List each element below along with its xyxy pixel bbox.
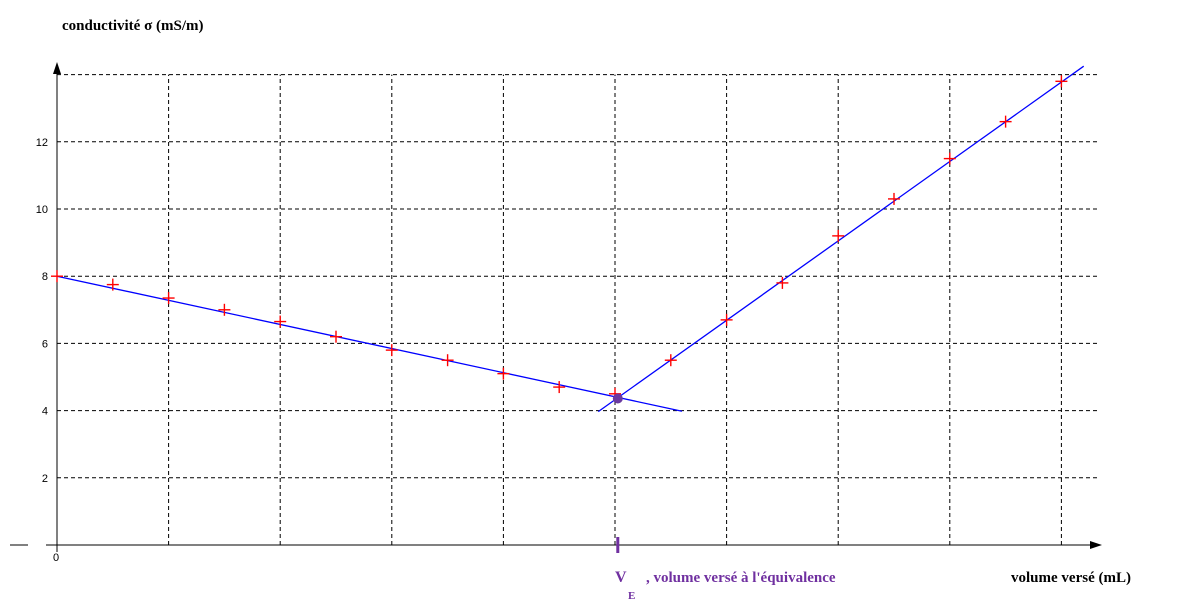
equivalence-e-subscript: E [628, 590, 635, 602]
y-axis-label: conductivité σ (mS/m) [62, 18, 203, 34]
y-tick-label: 12 [36, 137, 48, 149]
data-point [720, 313, 733, 326]
y-tick-label: 6 [42, 338, 48, 350]
equivalence-marker [612, 393, 623, 553]
equivalence-point [612, 393, 623, 404]
x-axis-origin-label: 0 [53, 552, 59, 564]
equivalence-caption: , volume versé à l'équivalence [646, 570, 836, 586]
y-tick-label: 10 [36, 204, 48, 216]
axes [10, 62, 1102, 552]
data-point [106, 278, 119, 291]
data-point [553, 381, 566, 394]
data-point [999, 115, 1012, 128]
data-point [274, 315, 287, 328]
fit-line [56, 275, 683, 412]
data-point [943, 152, 956, 165]
fit-lines [56, 65, 1085, 413]
y-axis-arrow-icon [53, 62, 61, 74]
data-point [330, 330, 342, 343]
data-point [664, 354, 677, 367]
data-point [218, 303, 231, 316]
data-point [441, 354, 454, 367]
x-axis-label: volume versé (mL) [1011, 570, 1131, 586]
data-point [162, 292, 175, 305]
y-tick-label: 8 [42, 271, 48, 283]
y-tick-label: 4 [42, 406, 48, 418]
data-point [385, 344, 398, 357]
y-tick-label: 2 [42, 473, 48, 485]
equivalence-v-label: V [615, 569, 627, 586]
data-point [776, 276, 789, 289]
fit-line [597, 65, 1085, 413]
y-tick-labels: 2 4 6 8 10 12 [36, 137, 48, 485]
data-point [832, 229, 845, 242]
data-point [888, 192, 900, 205]
data-point [497, 367, 510, 380]
data-points [51, 75, 1068, 400]
data-point [1055, 75, 1068, 88]
data-point [51, 270, 63, 283]
x-axis-arrow-icon [1090, 541, 1102, 549]
